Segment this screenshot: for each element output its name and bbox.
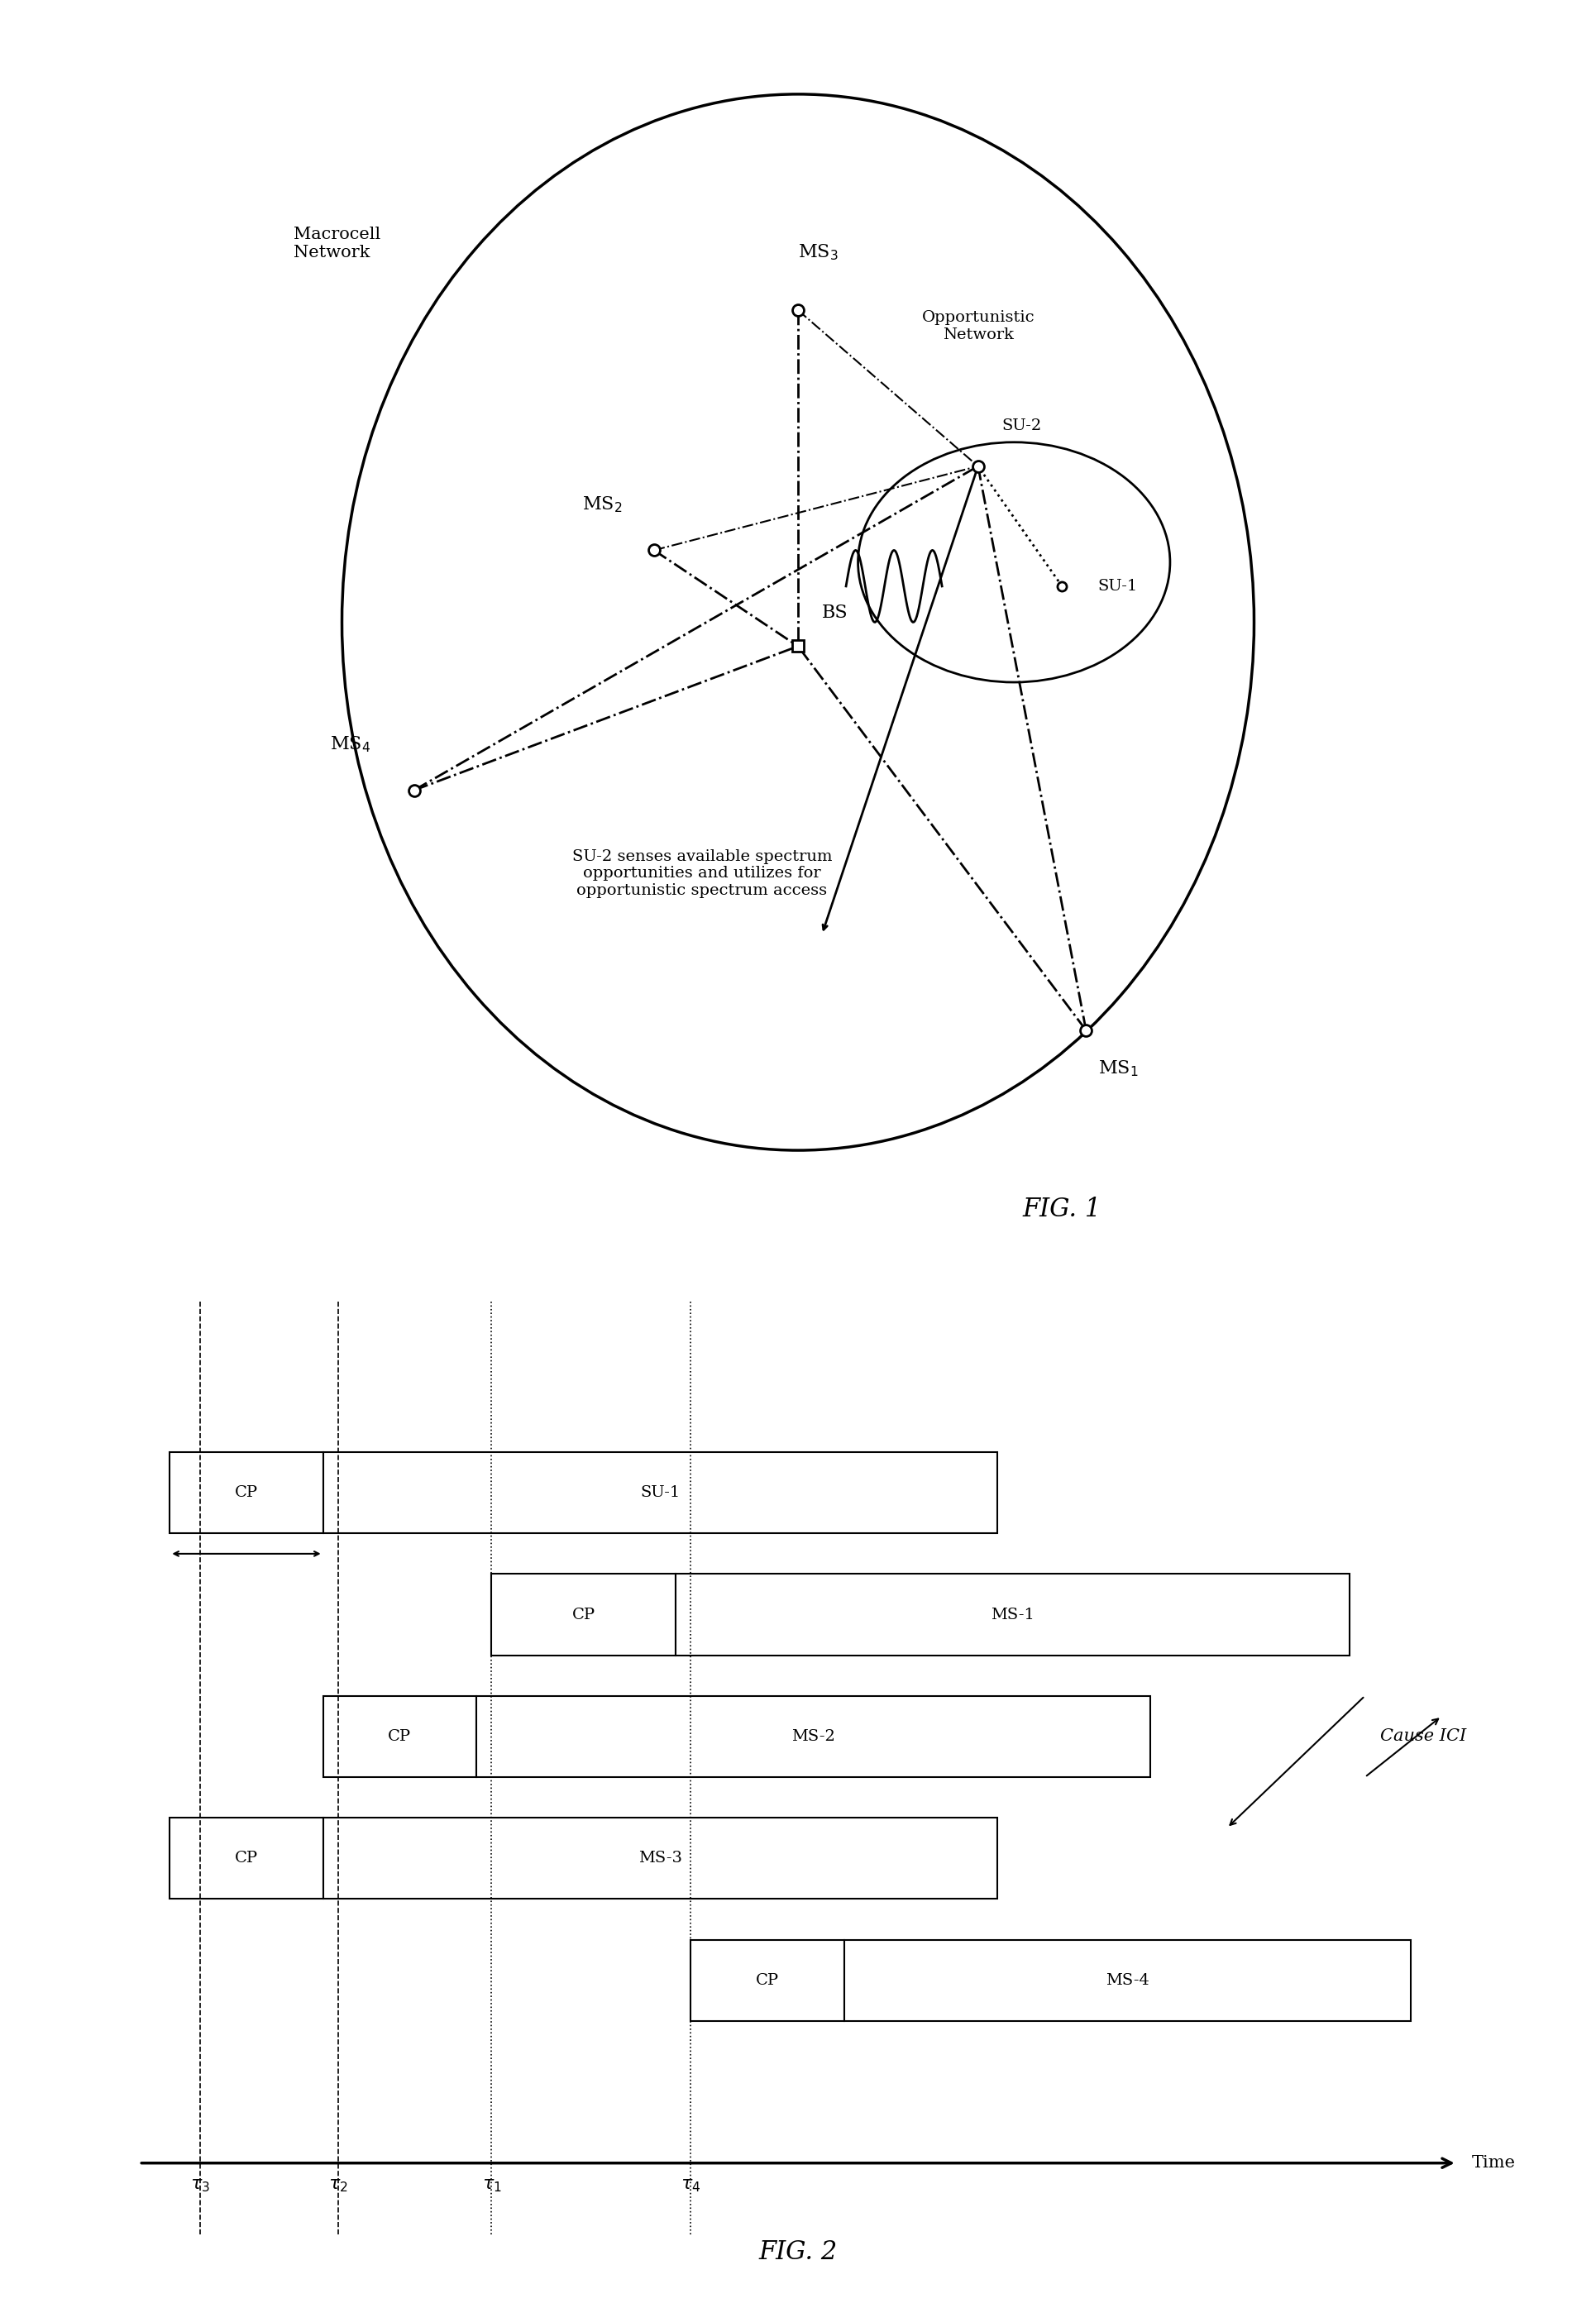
FancyBboxPatch shape xyxy=(322,1452,998,1533)
FancyBboxPatch shape xyxy=(169,1819,322,1899)
Text: MS-3: MS-3 xyxy=(638,1851,681,1865)
Text: CP: CP xyxy=(571,1606,595,1623)
FancyBboxPatch shape xyxy=(322,1696,476,1777)
Text: MS$_3$: MS$_3$ xyxy=(798,242,838,263)
Text: FIG. 2: FIG. 2 xyxy=(758,2239,838,2264)
FancyBboxPatch shape xyxy=(691,1939,844,2022)
Text: Macrocell
Network: Macrocell Network xyxy=(294,226,381,261)
Text: $\tau_1$: $\tau_1$ xyxy=(482,2176,501,2193)
FancyBboxPatch shape xyxy=(675,1574,1350,1655)
Text: CP: CP xyxy=(757,1973,779,1987)
Text: $\tau_3$: $\tau_3$ xyxy=(190,2176,211,2193)
FancyBboxPatch shape xyxy=(492,1574,675,1655)
Text: MS-1: MS-1 xyxy=(991,1606,1034,1623)
Text: SU-1: SU-1 xyxy=(1098,579,1138,593)
Text: Opportunistic
Network: Opportunistic Network xyxy=(921,309,1034,342)
Text: MS$_1$: MS$_1$ xyxy=(1098,1059,1138,1078)
Text: BS: BS xyxy=(822,605,847,623)
FancyBboxPatch shape xyxy=(322,1819,998,1899)
Text: CP: CP xyxy=(235,1851,259,1865)
Text: SU-1: SU-1 xyxy=(640,1486,680,1500)
FancyBboxPatch shape xyxy=(169,1452,322,1533)
Text: SU-2: SU-2 xyxy=(1002,418,1042,434)
Text: CP: CP xyxy=(235,1486,259,1500)
FancyBboxPatch shape xyxy=(844,1939,1411,2022)
Text: MS$_4$: MS$_4$ xyxy=(330,734,370,755)
FancyBboxPatch shape xyxy=(476,1696,1151,1777)
Text: MS-2: MS-2 xyxy=(792,1729,835,1745)
Text: Cause ICI: Cause ICI xyxy=(1381,1729,1467,1745)
Text: CP: CP xyxy=(388,1729,412,1745)
Text: $\tau_2$: $\tau_2$ xyxy=(329,2176,348,2193)
Text: FIG. 1: FIG. 1 xyxy=(1023,1196,1101,1223)
Text: MS$_2$: MS$_2$ xyxy=(583,494,622,515)
Text: SU-2 senses available spectrum
opportunities and utilizes for
opportunistic spec: SU-2 senses available spectrum opportuni… xyxy=(571,849,832,898)
Text: MS-4: MS-4 xyxy=(1106,1973,1149,1987)
Text: Time: Time xyxy=(1472,2156,1516,2172)
Text: $\tau_4$: $\tau_4$ xyxy=(680,2176,701,2193)
